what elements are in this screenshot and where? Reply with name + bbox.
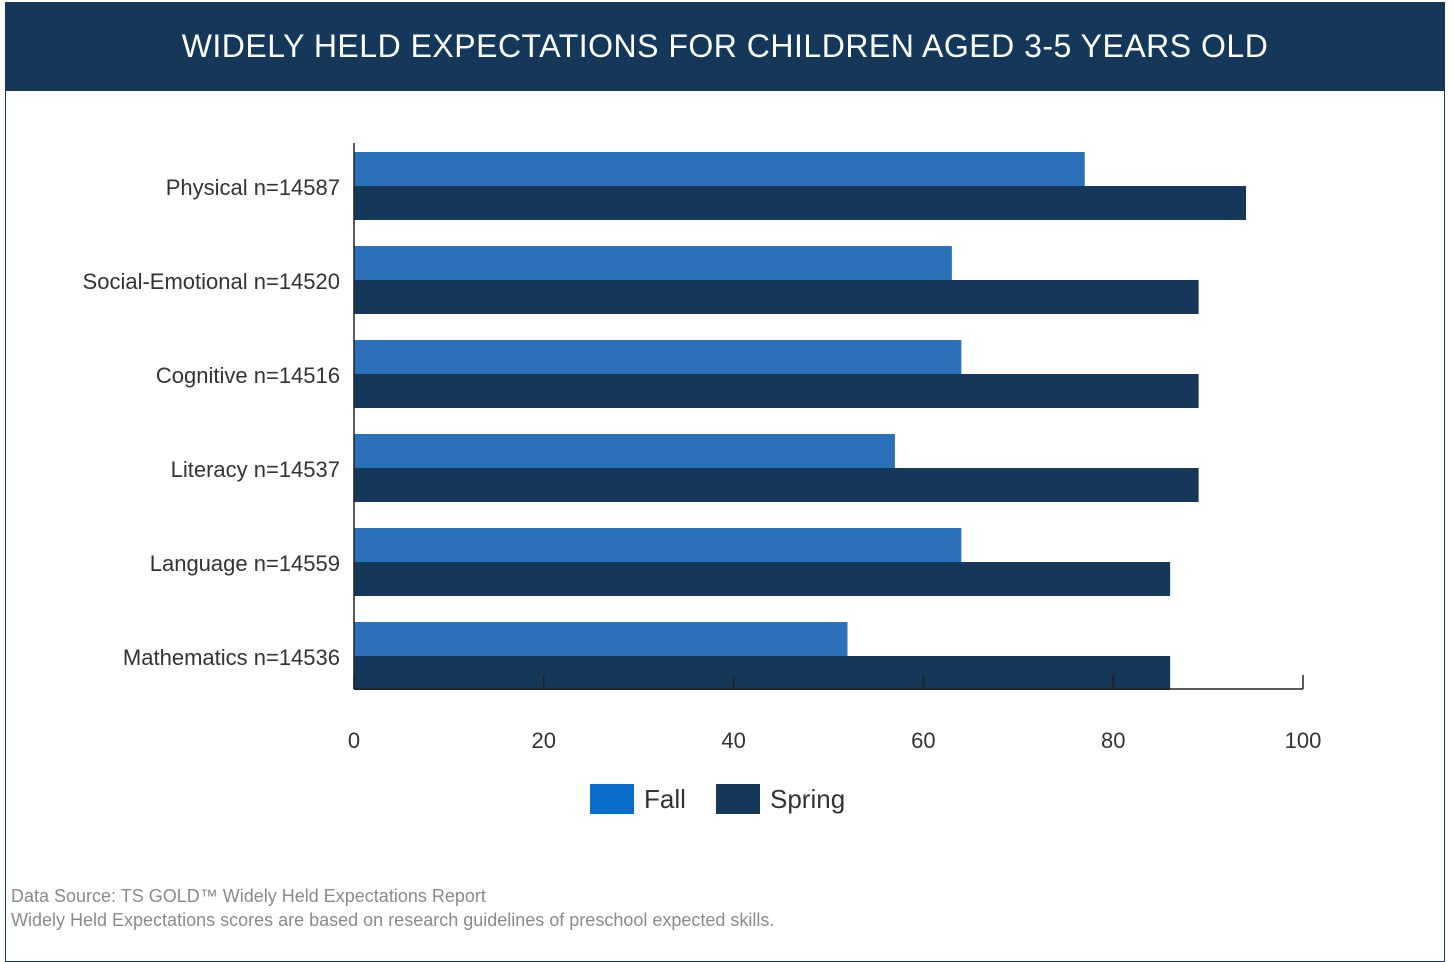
x-tick-label-0: 0: [348, 728, 360, 753]
category-label-2: Cognitive n=14516: [156, 363, 340, 388]
legend-swatch-spring: [716, 784, 760, 814]
title-banner: WIDELY HELD EXPECTATIONS FOR CHILDREN AG…: [5, 2, 1445, 91]
category-label-3: Literacy n=14537: [171, 457, 340, 482]
category-label-1: Social-Emotional n=14520: [83, 269, 340, 294]
legend-label-spring: Spring: [770, 784, 845, 814]
bar-spring-0: [354, 186, 1247, 220]
x-tick-label-1: 20: [532, 728, 556, 753]
bar-fall-0: [354, 152, 1085, 186]
bar-chart: Physical n=14587 Social-Emotional n=14520…: [83, 143, 1322, 814]
bar-fall-2: [354, 340, 962, 374]
methodology-note: Widely Held Expectations scores are base…: [11, 910, 775, 930]
bar-fall-3: [354, 434, 895, 468]
footer: Data Source: TS GOLD™ Widely Held Expect…: [11, 884, 774, 932]
bar-spring-1: [354, 280, 1199, 314]
x-tick-label-3: 60: [911, 728, 935, 753]
bar-fall-4: [354, 528, 962, 562]
category-label-4: Language n=14559: [150, 551, 340, 576]
x-tick-label-4: 80: [1101, 728, 1125, 753]
legend-swatch-fall: [590, 784, 634, 814]
bar-spring-4: [354, 562, 1171, 596]
data-source-note: Data Source: TS GOLD™ Widely Held Expect…: [11, 886, 486, 906]
legend-label-fall: Fall: [644, 784, 686, 814]
category-label-5: Mathematics n=14536: [123, 645, 340, 670]
category-label-0: Physical n=14587: [166, 175, 340, 200]
bar-fall-5: [354, 622, 848, 656]
bar-spring-2: [354, 374, 1199, 408]
bar-fall-1: [354, 246, 952, 280]
bar-spring-5: [354, 656, 1171, 690]
bar-spring-3: [354, 468, 1199, 502]
x-tick-label-5: 100: [1285, 728, 1322, 753]
chart-title: WIDELY HELD EXPECTATIONS FOR CHILDREN AG…: [181, 28, 1269, 64]
x-tick-label-2: 40: [721, 728, 745, 753]
